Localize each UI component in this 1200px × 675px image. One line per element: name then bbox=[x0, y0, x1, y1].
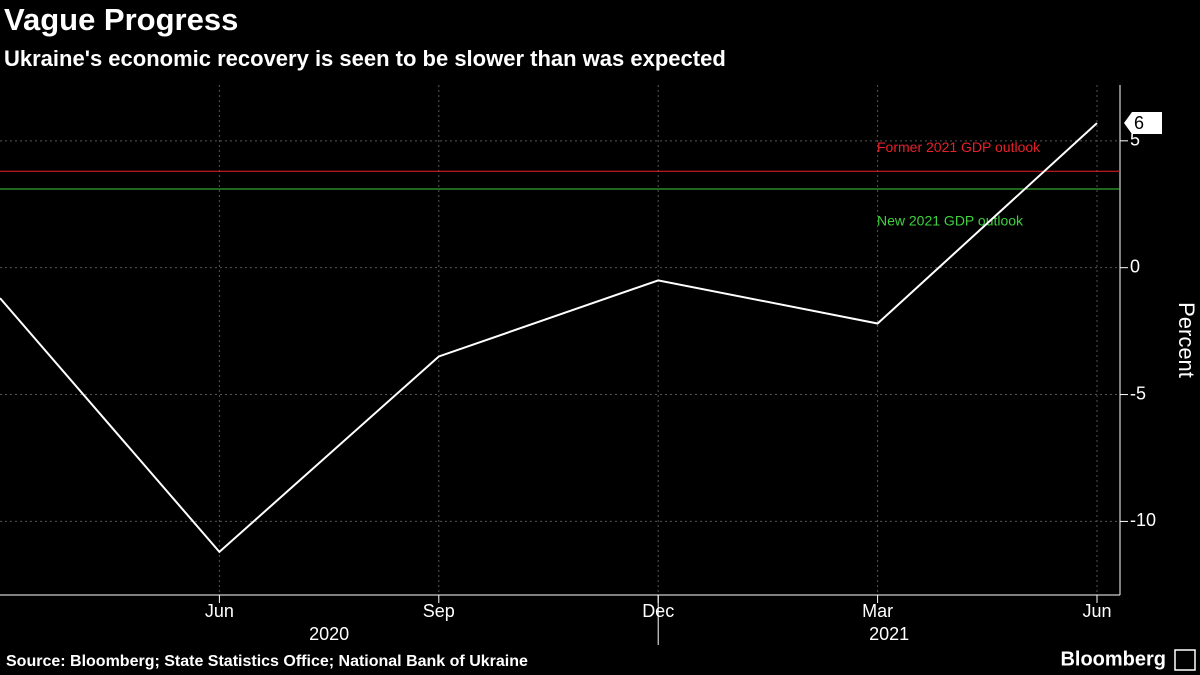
x-tick-label: Mar bbox=[862, 601, 893, 621]
y-axis-label: Percent bbox=[1174, 302, 1199, 378]
x-tick-label: Sep bbox=[423, 601, 455, 621]
value-label: 6 bbox=[1134, 113, 1144, 133]
x-tick-label: Jun bbox=[1082, 601, 1111, 621]
y-tick-label: -5 bbox=[1130, 383, 1146, 403]
x-tick-label: Jun bbox=[205, 601, 234, 621]
y-tick-label: 5 bbox=[1130, 130, 1140, 150]
year-label: 2020 bbox=[309, 624, 349, 644]
line bbox=[0, 122, 1098, 554]
value-label-box bbox=[1124, 112, 1162, 135]
reference-label: Former 2021 GDP outlook bbox=[877, 139, 1041, 155]
chart-title: Vague Progress bbox=[4, 2, 238, 37]
chart-subtitle: Ukraine's economic recovery is seen to b… bbox=[4, 46, 726, 71]
brand: Bloomberg bbox=[1060, 648, 1166, 670]
y-tick-label: 0 bbox=[1130, 256, 1140, 276]
reference-label: New 2021 GDP outlook bbox=[877, 213, 1024, 229]
year-label: 2021 bbox=[869, 624, 909, 644]
source: Source: Bloomberg; State Statistics Offi… bbox=[6, 653, 528, 670]
brand-icon bbox=[1174, 649, 1196, 671]
y-tick-label: -10 bbox=[1130, 510, 1156, 530]
